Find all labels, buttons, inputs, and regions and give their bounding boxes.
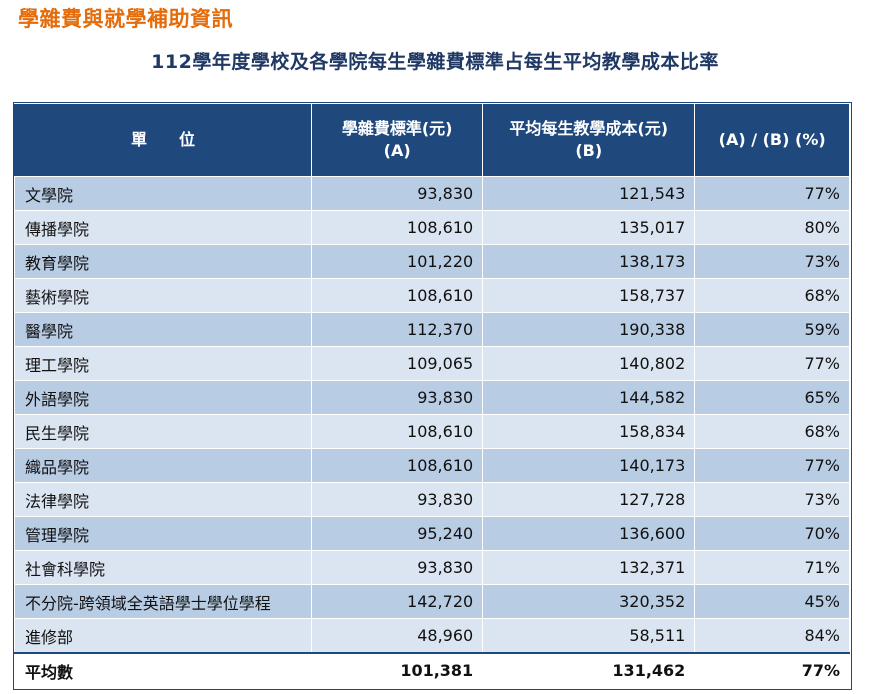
cell-unit: 社會科學院: [13, 550, 313, 585]
cell-fee: 112,370: [311, 312, 484, 347]
cell-cost: 127,728: [482, 482, 696, 517]
table-row: 文學院 93,830 121,543 77%: [13, 176, 850, 211]
cell-ratio: 77%: [694, 346, 850, 381]
cell-unit: 傳播學院: [13, 210, 313, 245]
cell-fee: 95,240: [311, 516, 484, 551]
header-fee-line1: 學雜費標準(元): [341, 119, 453, 138]
table-row: 醫學院 112,370 190,338 59%: [13, 312, 850, 347]
page-title: 學雜費與就學補助資訊: [18, 7, 233, 31]
cell-cost: 144,582: [482, 380, 696, 415]
table-row: 進修部 48,960 58,511 84%: [13, 618, 850, 654]
cell-unit: 醫學院: [13, 312, 313, 347]
average-cell-fee: 101,381: [311, 652, 484, 688]
table-row: 社會科學院 93,830 132,371 71%: [13, 550, 850, 585]
cell-unit: 進修部: [13, 618, 313, 654]
table-row: 理工學院 109,065 140,802 77%: [13, 346, 850, 381]
cell-cost: 140,173: [482, 448, 696, 483]
table-row: 管理學院 95,240 136,600 70%: [13, 516, 850, 551]
cell-unit: 外語學院: [13, 380, 313, 415]
average-cell-unit: 平均數: [13, 652, 313, 688]
cell-ratio: 73%: [694, 482, 850, 517]
cell-ratio: 84%: [694, 618, 850, 654]
cell-ratio: 68%: [694, 278, 850, 313]
cell-fee: 48,960: [311, 618, 484, 654]
cell-unit: 理工學院: [13, 346, 313, 381]
header-ratio: (A) / (B) (%): [694, 103, 850, 177]
header-cost-line2: (B): [575, 141, 603, 160]
header-fee: 學雜費標準(元) (A): [311, 103, 484, 177]
cell-cost: 135,017: [482, 210, 696, 245]
table-row: 外語學院 93,830 144,582 65%: [13, 380, 850, 415]
cell-fee: 93,830: [311, 482, 484, 517]
average-cell-cost: 131,462: [482, 652, 696, 688]
table-title: 112學年度學校及各學院每生學雜費標準占每生平均教學成本比率: [151, 51, 719, 73]
table-row: 織品學院 108,610 140,173 77%: [13, 448, 850, 483]
table-row: 藝術學院 108,610 158,737 68%: [13, 278, 850, 313]
cell-ratio: 59%: [694, 312, 850, 347]
table-header-row: 單 位 學雜費標準(元) (A) 平均每生教學成本(元) (B) (A) / (…: [13, 103, 850, 177]
cell-ratio: 65%: [694, 380, 850, 415]
cell-fee: 109,065: [311, 346, 484, 381]
cell-fee: 142,720: [311, 584, 484, 619]
table-body: 文學院 93,830 121,543 77% 傳播學院 108,610 135,017 80%…: [13, 176, 850, 688]
table-row: 教育學院 101,220 138,173 73%: [13, 244, 850, 279]
cell-cost: 121,543: [482, 176, 696, 211]
cell-cost: 58,511: [482, 618, 696, 654]
cell-cost: 190,338: [482, 312, 696, 347]
cell-ratio: 71%: [694, 550, 850, 585]
fee-ratio-table: 單 位 學雜費標準(元) (A) 平均每生教學成本(元) (B) (A) / (…: [13, 103, 850, 688]
cell-fee: 93,830: [311, 380, 484, 415]
cell-fee: 93,830: [311, 176, 484, 211]
cell-unit: 織品學院: [13, 448, 313, 483]
cell-unit: 民生學院: [13, 414, 313, 449]
cell-unit: 教育學院: [13, 244, 313, 279]
header-cost-line1: 平均每生教學成本(元): [509, 119, 669, 138]
cell-cost: 158,737: [482, 278, 696, 313]
cell-ratio: 80%: [694, 210, 850, 245]
cell-cost: 132,371: [482, 550, 696, 585]
header-unit: 單 位: [13, 103, 313, 177]
cell-unit: 不分院-跨領域全英語學士學位學程: [13, 584, 313, 619]
average-cell-ratio: 77%: [694, 652, 850, 688]
cell-ratio: 77%: [694, 176, 850, 211]
cell-cost: 140,802: [482, 346, 696, 381]
cell-fee: 108,610: [311, 414, 484, 449]
cell-cost: 320,352: [482, 584, 696, 619]
average-row: 平均數 101,381 131,462 77%: [13, 652, 850, 688]
cell-fee: 108,610: [311, 210, 484, 245]
header-fee-line2: (A): [383, 141, 411, 160]
cell-unit: 管理學院: [13, 516, 313, 551]
cell-unit: 法律學院: [13, 482, 313, 517]
cell-fee: 101,220: [311, 244, 484, 279]
cell-ratio: 68%: [694, 414, 850, 449]
cell-ratio: 73%: [694, 244, 850, 279]
cell-cost: 136,600: [482, 516, 696, 551]
cell-fee: 108,610: [311, 278, 484, 313]
cell-unit: 藝術學院: [13, 278, 313, 313]
cell-unit: 文學院: [13, 176, 313, 211]
table-row: 民生學院 108,610 158,834 68%: [13, 414, 850, 449]
header-cost: 平均每生教學成本(元) (B): [482, 103, 696, 177]
table-row: 法律學院 93,830 127,728 73%: [13, 482, 850, 517]
cell-cost: 158,834: [482, 414, 696, 449]
cell-ratio: 70%: [694, 516, 850, 551]
table-row: 傳播學院 108,610 135,017 80%: [13, 210, 850, 245]
cell-ratio: 45%: [694, 584, 850, 619]
cell-ratio: 77%: [694, 448, 850, 483]
cell-fee: 108,610: [311, 448, 484, 483]
cell-cost: 138,173: [482, 244, 696, 279]
cell-fee: 93,830: [311, 550, 484, 585]
table-row: 不分院-跨領域全英語學士學位學程 142,720 320,352 45%: [13, 584, 850, 619]
